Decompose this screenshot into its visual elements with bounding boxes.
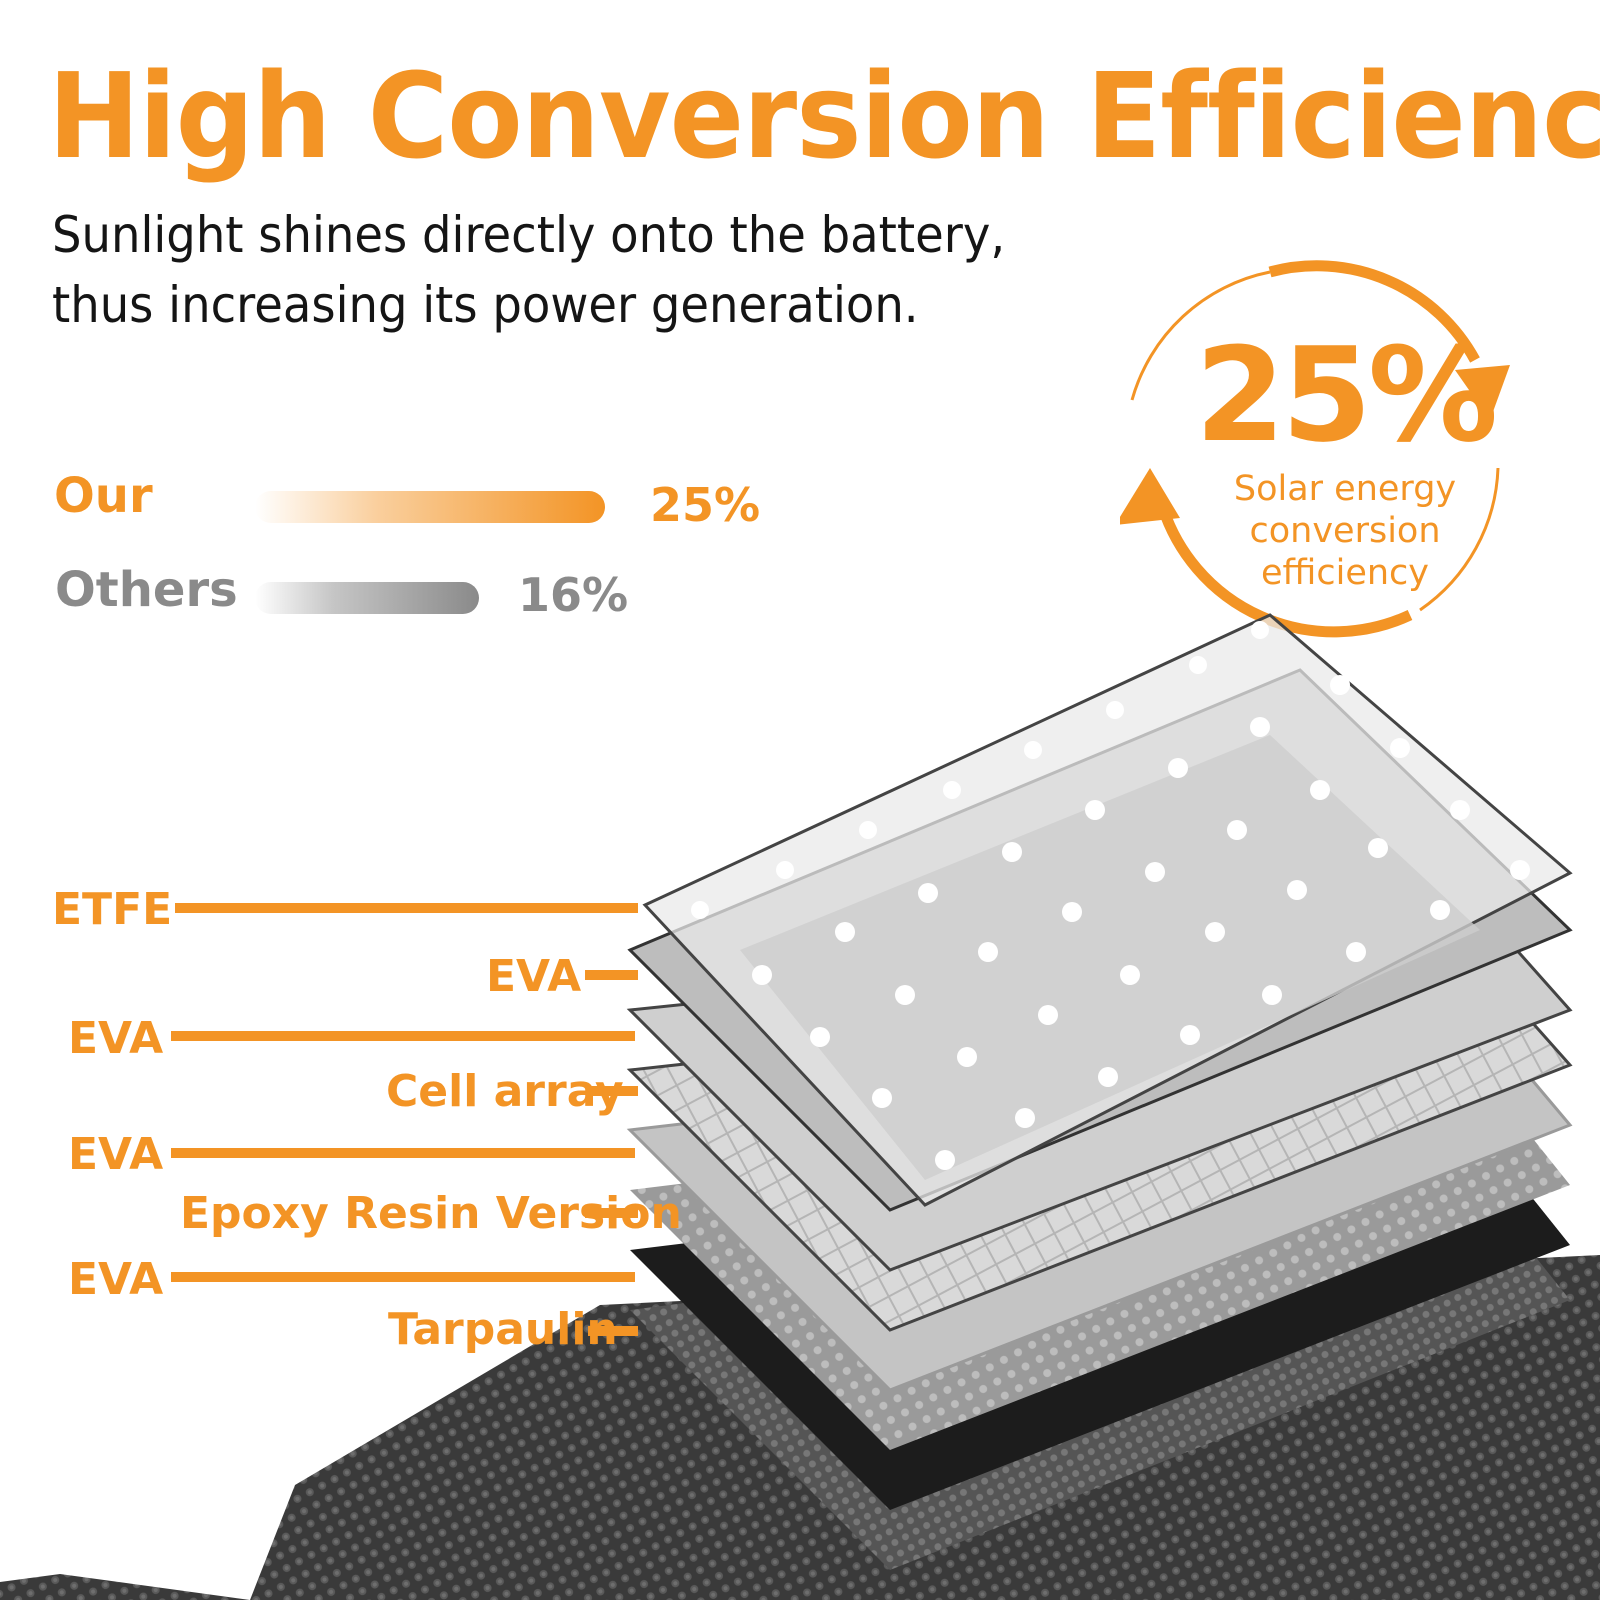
layer-leader-cell-array xyxy=(588,1086,638,1096)
layer-leader-epoxy-resin xyxy=(585,1208,638,1218)
layer-label-tarpaulin: Tarpaulin xyxy=(388,1304,618,1355)
layer-leader-etfe xyxy=(175,903,638,913)
layer-label-eva-4: EVA xyxy=(68,1254,164,1305)
subtitle-line-2: thus increasing its power generation. xyxy=(52,276,919,334)
layer-leader-eva-2 xyxy=(171,1031,635,1041)
badge-caption-line-2: conversion xyxy=(1249,511,1441,551)
layer-label-cell-array: Cell array xyxy=(386,1066,624,1117)
layer-label-eva-3: EVA xyxy=(68,1129,164,1180)
comparison-our-value: 25% xyxy=(650,478,761,532)
comparison-our-bar xyxy=(255,491,605,523)
layer-label-eva-2: EVA xyxy=(68,1013,164,1064)
subtitle-line-1: Sunlight shines directly onto the batter… xyxy=(52,206,1006,264)
layer-leader-eva-3 xyxy=(171,1148,635,1158)
comparison-others-label: Others xyxy=(55,562,238,618)
comparison-others-bar xyxy=(255,582,479,614)
page-title: High Conversion Efficiency xyxy=(48,47,1600,185)
layer-leader-eva-1 xyxy=(585,970,638,980)
layer-leader-eva-4 xyxy=(171,1272,635,1282)
subtitle: Sunlight shines directly onto the batter… xyxy=(52,200,1005,340)
layer-leader-tarpaulin xyxy=(588,1326,638,1336)
comparison-others-value: 16% xyxy=(518,568,629,622)
layer-label-etfe: ETFE xyxy=(52,884,173,935)
circular-arrows-icon xyxy=(1120,260,1510,638)
badge-value: 25% xyxy=(1195,319,1498,471)
layer-label-eva-1: EVA xyxy=(486,951,582,1002)
badge-caption: Solar energy conversion efficiency xyxy=(1190,468,1500,594)
badge-caption-line-3: efficiency xyxy=(1260,553,1429,593)
comparison-our-label: Our xyxy=(54,468,153,524)
badge-caption-line-1: Solar energy xyxy=(1233,469,1457,509)
